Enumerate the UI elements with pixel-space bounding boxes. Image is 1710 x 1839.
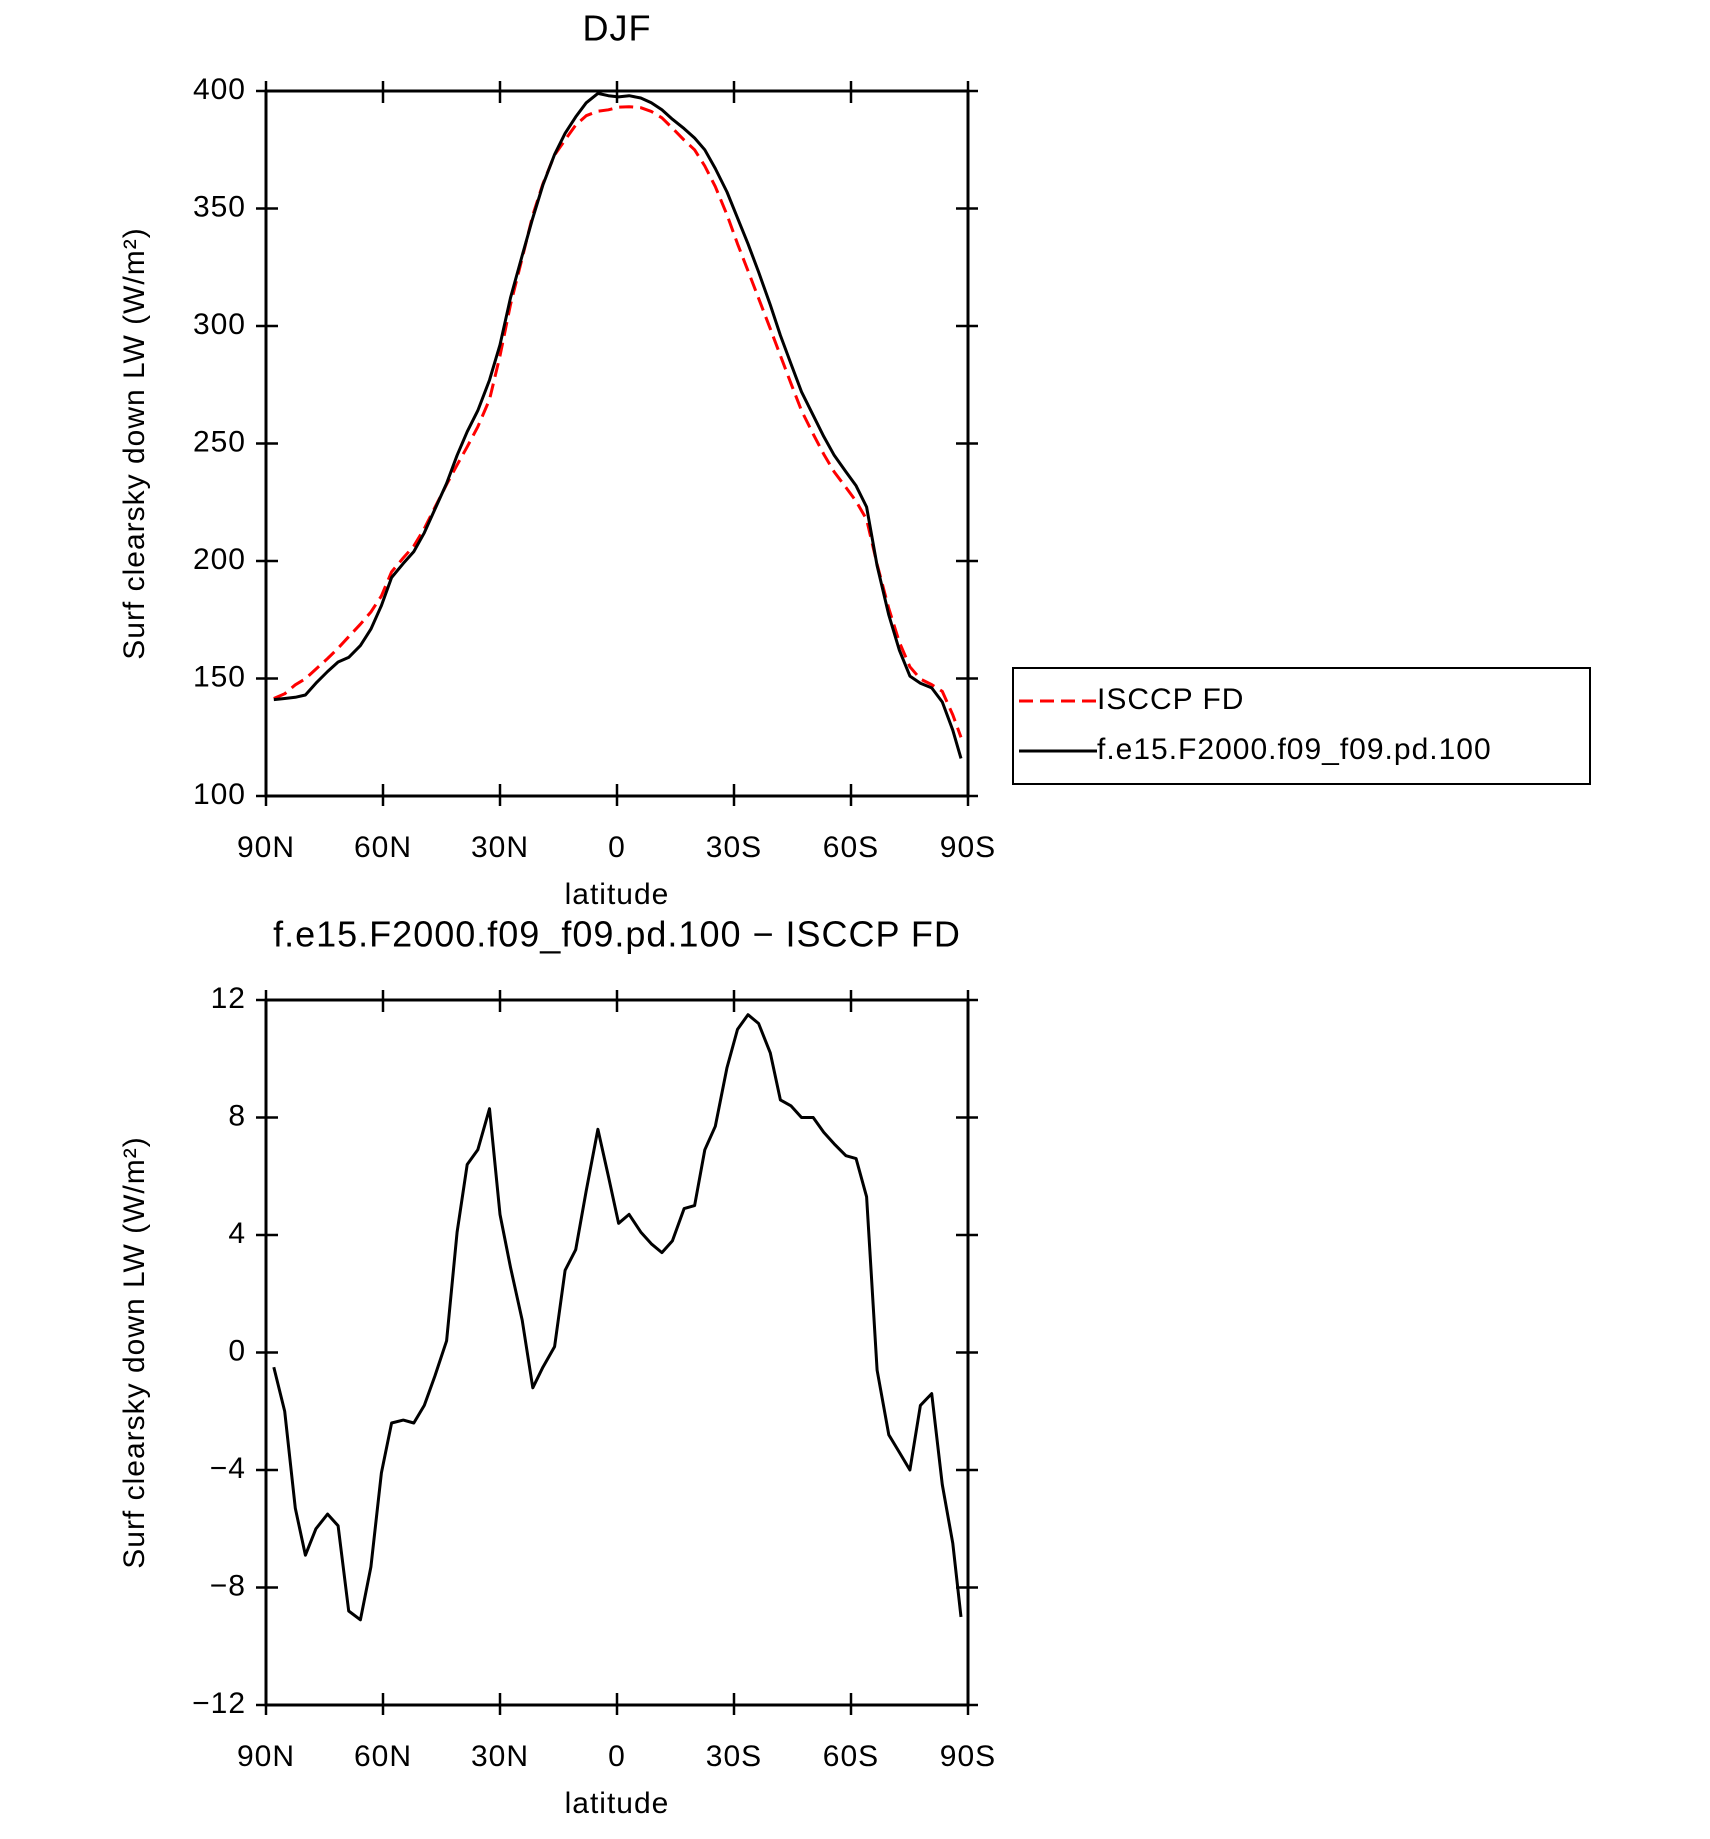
legend-box [1012, 667, 1591, 785]
y-tick-label: 150 [193, 660, 246, 693]
y-tick-label: 400 [193, 73, 246, 106]
y-tick-label: 300 [193, 308, 246, 341]
y-tick-label: −4 [210, 1452, 246, 1485]
legend-label: f.e15.F2000.f09_f09.pd.100 [1097, 733, 1492, 766]
y-tick-label: 250 [193, 425, 246, 458]
y-tick-label: 100 [193, 778, 246, 811]
plot-frame [264, 998, 970, 1707]
y-tick-label: −12 [192, 1687, 246, 1720]
x-tick-label: 60N [354, 831, 412, 864]
data-line [272, 1013, 963, 1622]
x-tick-label: 60S [823, 831, 879, 864]
y-tick-label: 8 [228, 1099, 246, 1132]
x-tick-label: 30N [471, 1740, 529, 1773]
y-tick-label: −8 [210, 1569, 246, 1602]
x-tick-label: 0 [608, 831, 626, 864]
x-tick-label: 90S [940, 831, 996, 864]
legend: ISCCP FD f.e15.F2000.f09_f09.pd.100 [1012, 667, 1591, 785]
x-tick-label: 60S [823, 1740, 879, 1773]
y-tick-label: 0 [228, 1334, 246, 1367]
data-line [273, 105, 963, 738]
legend-label: ISCCP FD [1097, 683, 1244, 716]
y-tick-label: 200 [193, 543, 246, 576]
plot-frame [264, 89, 970, 798]
x-tick-label: 60N [354, 1740, 412, 1773]
chart-title: DJF [583, 8, 652, 49]
y-tick-label: 12 [211, 982, 246, 1015]
chart-title: f.e15.F2000.f09_f09.pd.100 − ISCCP FD [273, 914, 961, 955]
x-tick-label: 90N [237, 1740, 295, 1773]
x-tick-label: 90N [237, 831, 295, 864]
y-tick-label: 350 [193, 190, 246, 223]
x-tick-label: 90S [940, 1740, 996, 1773]
x-tick-label: 30N [471, 831, 529, 864]
x-tick-label: 30S [706, 831, 762, 864]
y-axis-label: Surf clearsky down LW (W/m²) [118, 227, 151, 660]
data-line [273, 91, 963, 759]
x-axis-label: latitude [565, 1787, 670, 1820]
x-tick-label: 0 [608, 1740, 626, 1773]
x-tick-label: 30S [706, 1740, 762, 1773]
x-axis-label: latitude [565, 878, 670, 911]
y-axis-label: Surf clearsky down LW (W/m²) [118, 1136, 151, 1569]
y-tick-label: 4 [228, 1217, 246, 1250]
